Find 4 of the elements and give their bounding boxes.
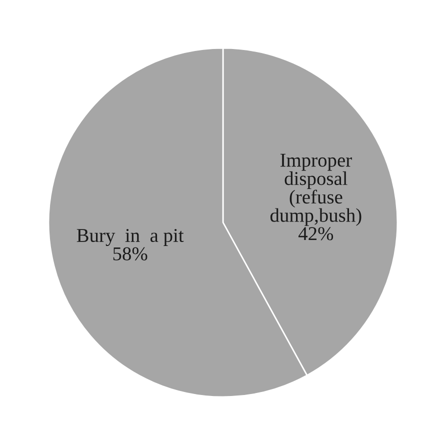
data-label: 58% <box>113 247 148 260</box>
slice-label: Bury in a pit <box>76 228 184 246</box>
data-label: 42% <box>298 227 334 240</box>
slice-label: Improper disposal (refuse dump,bush) <box>270 154 362 226</box>
